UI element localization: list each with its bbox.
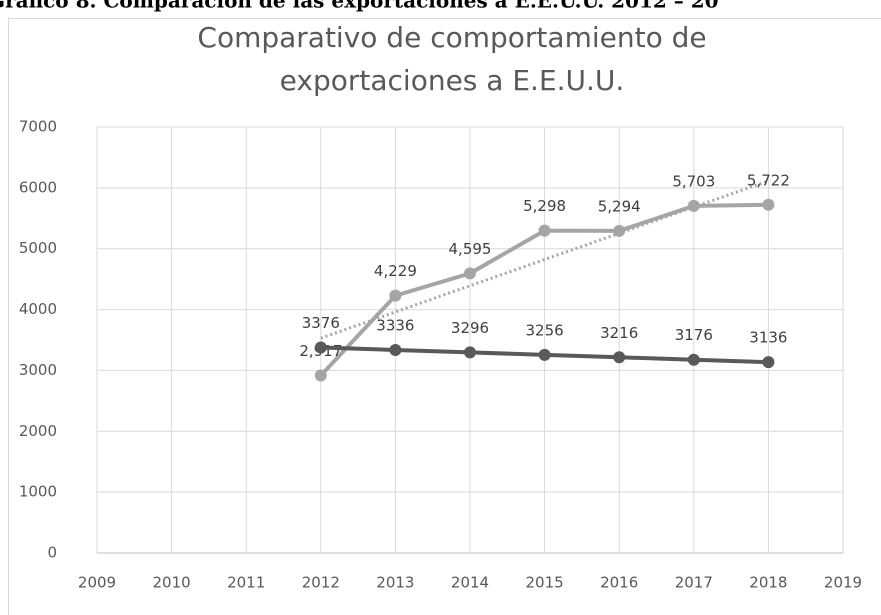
x-tick-label: 2014 — [451, 574, 489, 592]
data-label: 3216 — [600, 324, 638, 342]
data-point — [762, 198, 775, 211]
y-tick-label: 2000 — [19, 422, 57, 440]
data-label: 3256 — [526, 321, 564, 339]
x-tick-label: 2017 — [675, 574, 713, 592]
data-point — [314, 369, 327, 382]
y-tick-label: 1000 — [19, 483, 57, 501]
x-tick-label: 2013 — [376, 574, 414, 592]
caption: Gráfico 8. Comparación de las exportacio… — [0, 0, 719, 13]
x-tick-label: 2019 — [824, 574, 862, 592]
chart-title: Comparativo de comportamiento de — [197, 21, 706, 54]
data-point — [687, 353, 700, 366]
y-tick-label: 0 — [47, 544, 57, 562]
data-point — [613, 351, 626, 364]
data-point — [613, 224, 626, 237]
data-label: 5,298 — [523, 197, 566, 215]
data-label: 3296 — [451, 319, 489, 337]
data-label: 3376 — [302, 314, 340, 332]
x-tick-label: 2009 — [78, 574, 116, 592]
data-label: 4,595 — [449, 240, 492, 258]
x-tick-label: 2018 — [749, 574, 787, 592]
data-point — [389, 343, 402, 356]
data-label: 3336 — [376, 316, 414, 334]
y-tick-label: 6000 — [19, 178, 57, 196]
data-label: 3176 — [675, 326, 713, 344]
data-point — [464, 267, 476, 280]
data-point — [464, 346, 476, 359]
y-tick-label: 4000 — [19, 300, 57, 318]
x-tick-label: 2012 — [302, 574, 340, 592]
data-label: 5,722 — [747, 171, 790, 189]
x-tick-label: 2010 — [153, 574, 191, 592]
data-point — [389, 289, 402, 302]
data-label: 5,703 — [672, 172, 715, 190]
data-label: 5,294 — [598, 197, 641, 215]
x-tick-label: 2016 — [600, 574, 638, 592]
data-point — [314, 341, 327, 354]
x-tick-label: 2011 — [227, 574, 265, 592]
y-tick-label: 3000 — [19, 361, 57, 379]
data-point — [762, 356, 775, 369]
chart-border — [8, 18, 881, 615]
data-point — [538, 224, 551, 237]
data-point — [538, 348, 551, 361]
y-tick-label: 7000 — [19, 118, 57, 136]
chart-title: exportaciones a E.E.U.U. — [280, 64, 625, 97]
y-tick-label: 5000 — [19, 239, 57, 257]
data-label: 4,229 — [374, 262, 417, 280]
data-point — [687, 199, 700, 212]
x-tick-label: 2015 — [526, 574, 564, 592]
data-label: 3136 — [749, 329, 787, 347]
